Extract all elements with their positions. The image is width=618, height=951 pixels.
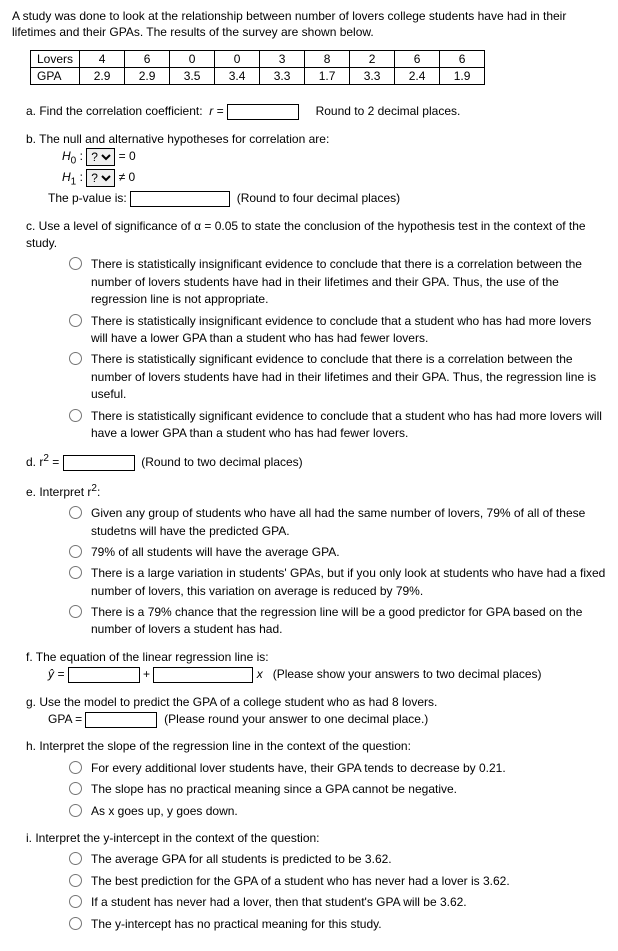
- row-label: Lovers: [31, 51, 80, 68]
- c-radio-0[interactable]: [69, 257, 82, 270]
- e-radio-3[interactable]: [69, 605, 82, 618]
- part-e: e. Interpret r2: Given any group of stud…: [26, 482, 606, 639]
- e-opt-1: 79% of all students will have the averag…: [91, 544, 340, 561]
- f-hint: (Please show your answers to two decimal…: [273, 667, 542, 681]
- part-h-label: h. Interpret the slope of the regression…: [26, 738, 606, 755]
- h-opt-0: For every additional lover students have…: [91, 760, 506, 777]
- part-g-label: g. Use the model to predict the GPA of a…: [26, 694, 606, 711]
- e-radio-2[interactable]: [69, 566, 82, 579]
- pvalue-input[interactable]: [130, 191, 230, 207]
- i-radio-3[interactable]: [69, 917, 82, 930]
- c-opt-0: There is statistically insignificant evi…: [91, 256, 606, 308]
- e-opt-2: There is a large variation in students' …: [91, 565, 606, 600]
- part-f-label: f. The equation of the linear regression…: [26, 649, 606, 666]
- c-radio-2[interactable]: [69, 352, 82, 365]
- h-radio-0[interactable]: [69, 761, 82, 774]
- gpa-input[interactable]: [85, 712, 157, 728]
- part-a-label: a. Find the correlation coefficient:: [26, 104, 203, 118]
- h-radio-1[interactable]: [69, 782, 82, 795]
- r-input[interactable]: [227, 104, 299, 120]
- e-opt-3: There is a 79% chance that the regressio…: [91, 604, 606, 639]
- i-opt-3: The y-intercept has no practical meaning…: [91, 916, 382, 933]
- e-radio-1[interactable]: [69, 545, 82, 558]
- i-opt-0: The average GPA for all students is pred…: [91, 851, 392, 868]
- i-radio-2[interactable]: [69, 895, 82, 908]
- c-opt-2: There is statistically significant evide…: [91, 351, 606, 403]
- part-c: c. Use a level of significance of α = 0.…: [26, 218, 606, 443]
- r2-round: (Round to two decimal places): [141, 455, 302, 469]
- part-b-label: b. The null and alternative hypotheses f…: [26, 131, 606, 148]
- part-b: b. The null and alternative hypotheses f…: [26, 131, 606, 208]
- part-i-label: i. Interpret the y-intercept in the cont…: [26, 830, 606, 847]
- pvalue-round: (Round to four decimal places): [237, 191, 400, 205]
- part-i: i. Interpret the y-intercept in the cont…: [26, 830, 606, 933]
- data-table: Lovers 4 6 0 0 3 8 2 6 6 GPA 2.9 2.9 3.5…: [30, 50, 485, 85]
- part-h: h. Interpret the slope of the regression…: [26, 738, 606, 820]
- part-f: f. The equation of the linear regression…: [26, 649, 606, 684]
- i-radio-0[interactable]: [69, 852, 82, 865]
- i-opt-1: The best prediction for the GPA of a stu…: [91, 873, 510, 890]
- table-row: GPA 2.9 2.9 3.5 3.4 3.3 1.7 3.3 2.4 1.9: [31, 68, 485, 85]
- yhat: ŷ =: [48, 667, 64, 681]
- table-row: Lovers 4 6 0 0 3 8 2 6 6: [31, 51, 485, 68]
- pvalue-label: The p-value is:: [48, 191, 127, 205]
- c-radio-1[interactable]: [69, 314, 82, 327]
- i-radio-1[interactable]: [69, 874, 82, 887]
- e-opt-0: Given any group of students who have all…: [91, 505, 606, 540]
- c-opt-3: There is statistically significant evide…: [91, 408, 606, 443]
- e-radio-0[interactable]: [69, 506, 82, 519]
- i-opt-2: If a student has never had a lover, then…: [91, 894, 467, 911]
- slope-input[interactable]: [153, 667, 253, 683]
- row-label: GPA: [31, 68, 80, 85]
- h-opt-1: The slope has no practical meaning since…: [91, 781, 457, 798]
- part-d: d. r2 = (Round to two decimal places): [26, 452, 606, 471]
- h-opt-2: As x goes up, y goes down.: [91, 803, 238, 820]
- g-hint: (Please round your answer to one decimal…: [164, 712, 428, 726]
- r-equals: r =: [209, 104, 223, 118]
- h0-select[interactable]: ?: [86, 148, 115, 166]
- gpa-eq: GPA =: [48, 712, 82, 726]
- c-opt-1: There is statistically insignificant evi…: [91, 313, 606, 348]
- round-hint: Round to 2 decimal places.: [316, 104, 461, 118]
- part-c-label: c. Use a level of significance of α = 0.…: [26, 218, 606, 253]
- h-radio-2[interactable]: [69, 804, 82, 817]
- intercept-input[interactable]: [68, 667, 140, 683]
- intro-text: A study was done to look at the relation…: [12, 8, 606, 40]
- h1-select[interactable]: ?: [86, 169, 115, 187]
- part-a: a. Find the correlation coefficient: r =…: [26, 103, 606, 120]
- r2-input[interactable]: [63, 455, 135, 471]
- c-radio-3[interactable]: [69, 409, 82, 422]
- part-g: g. Use the model to predict the GPA of a…: [26, 694, 606, 729]
